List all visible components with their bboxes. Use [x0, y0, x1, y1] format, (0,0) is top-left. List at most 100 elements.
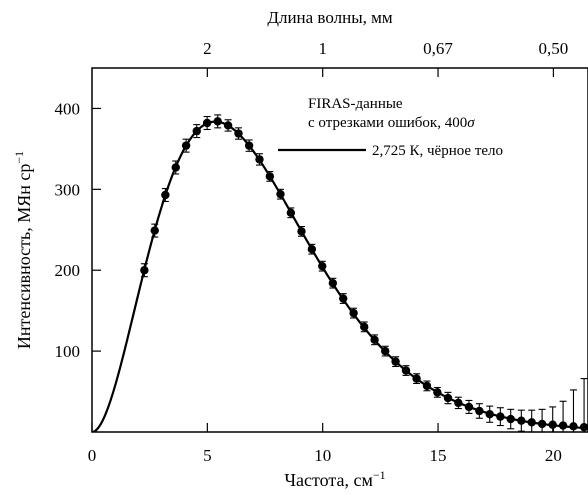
data-point — [569, 389, 578, 433]
blackbody-curve-layer — [92, 120, 588, 432]
x-axis-title-text: Частота, см — [284, 470, 373, 490]
data-marker — [255, 155, 264, 164]
y-tick-label: 100 — [55, 342, 81, 361]
legend-model-label: 2,725 К, чёрное тело — [372, 143, 503, 159]
data-point — [412, 373, 421, 385]
data-point — [339, 293, 348, 304]
blackbody-curve — [92, 120, 588, 432]
top-tick-label: 0,50 — [539, 39, 569, 58]
data-point — [454, 396, 463, 410]
data-point — [297, 225, 306, 237]
legend: FIRAS-данные с отрезками ошибок, 400σ 2,… — [278, 96, 503, 159]
data-point — [537, 408, 547, 433]
data-marker — [307, 244, 317, 254]
data-point — [401, 365, 411, 376]
data-marker — [244, 141, 254, 150]
plot-frame — [91, 67, 588, 433]
data-marker — [286, 208, 296, 217]
data-marker — [171, 163, 180, 172]
data-point — [370, 334, 379, 346]
axis-ticks: 0 5 10 15 20 100 200 300 400 2 1 0,67 0,50 — [55, 39, 569, 465]
data-marker — [464, 402, 474, 412]
data-point — [381, 345, 390, 357]
data-point — [506, 408, 515, 430]
data-point — [433, 386, 442, 398]
x-tick-label: 15 — [430, 446, 447, 465]
legend-data-label-line2-text: с отрезками ошибок, 400 — [308, 115, 467, 131]
data-point — [548, 406, 557, 433]
data-marker — [475, 406, 484, 416]
data-point — [244, 139, 254, 152]
data-marker — [558, 421, 568, 430]
data-marker — [140, 266, 149, 275]
data-marker — [192, 126, 201, 136]
legend-sigma: σ — [467, 115, 475, 131]
data-point — [422, 380, 432, 392]
data-marker — [276, 189, 285, 199]
data-point — [171, 160, 180, 175]
data-marker — [537, 419, 547, 429]
data-point — [349, 307, 358, 319]
data-marker — [454, 398, 463, 408]
data-point — [161, 187, 170, 203]
data-marker — [569, 422, 578, 431]
x-axis-title-exponent: −1 — [373, 468, 386, 482]
data-point — [360, 321, 369, 333]
data-marker — [297, 227, 306, 236]
data-marker — [234, 129, 243, 138]
data-marker — [161, 190, 170, 200]
data-marker — [517, 416, 526, 425]
data-point — [464, 399, 474, 414]
data-point — [192, 124, 201, 139]
x-tick-label: 10 — [314, 446, 331, 465]
data-point — [328, 277, 338, 289]
data-point — [276, 188, 285, 200]
data-point — [234, 127, 243, 140]
data-point — [202, 115, 212, 131]
data-point — [527, 409, 536, 433]
x-tick-label: 20 — [545, 446, 562, 465]
firas-points-layer — [140, 114, 588, 433]
data-marker — [527, 418, 536, 427]
data-point — [318, 260, 327, 272]
data-point — [443, 391, 453, 405]
x-axis-title: Частота, см−1 — [284, 468, 385, 490]
data-point — [213, 114, 222, 129]
data-point — [496, 407, 505, 427]
data-marker — [328, 278, 338, 288]
data-marker — [223, 121, 233, 130]
legend-data-label-line1: FIRAS-данные — [308, 96, 403, 112]
data-point — [485, 405, 494, 423]
data-marker — [360, 322, 369, 332]
data-marker — [202, 118, 212, 128]
data-point — [286, 207, 296, 219]
y-axis-title-text: Интенсивность, МЯн ср — [14, 164, 34, 350]
data-point — [223, 119, 233, 132]
data-point — [517, 409, 526, 432]
data-marker — [496, 412, 505, 421]
data-marker — [412, 374, 421, 383]
top-axis-title: Длина волны, мм — [267, 8, 393, 27]
data-point — [579, 378, 588, 433]
data-marker — [265, 172, 275, 181]
data-marker — [401, 366, 411, 375]
data-point — [255, 153, 264, 166]
y-axis-title: Интенсивность, МЯн ср−1 — [12, 151, 34, 349]
data-marker — [370, 335, 379, 344]
data-marker — [506, 414, 515, 424]
data-marker — [349, 308, 358, 318]
y-tick-label: 400 — [55, 99, 81, 118]
top-tick-label: 0,67 — [423, 39, 453, 58]
x-tick-label: 0 — [88, 446, 97, 465]
data-marker — [318, 261, 327, 271]
data-marker — [213, 117, 222, 126]
y-tick-label: 300 — [55, 180, 81, 199]
data-marker — [433, 388, 442, 397]
y-tick-label: 200 — [55, 261, 81, 280]
top-tick-label: 2 — [203, 39, 212, 58]
data-point — [391, 356, 400, 368]
data-marker — [422, 381, 432, 391]
data-marker — [548, 420, 557, 429]
data-marker — [485, 410, 494, 419]
